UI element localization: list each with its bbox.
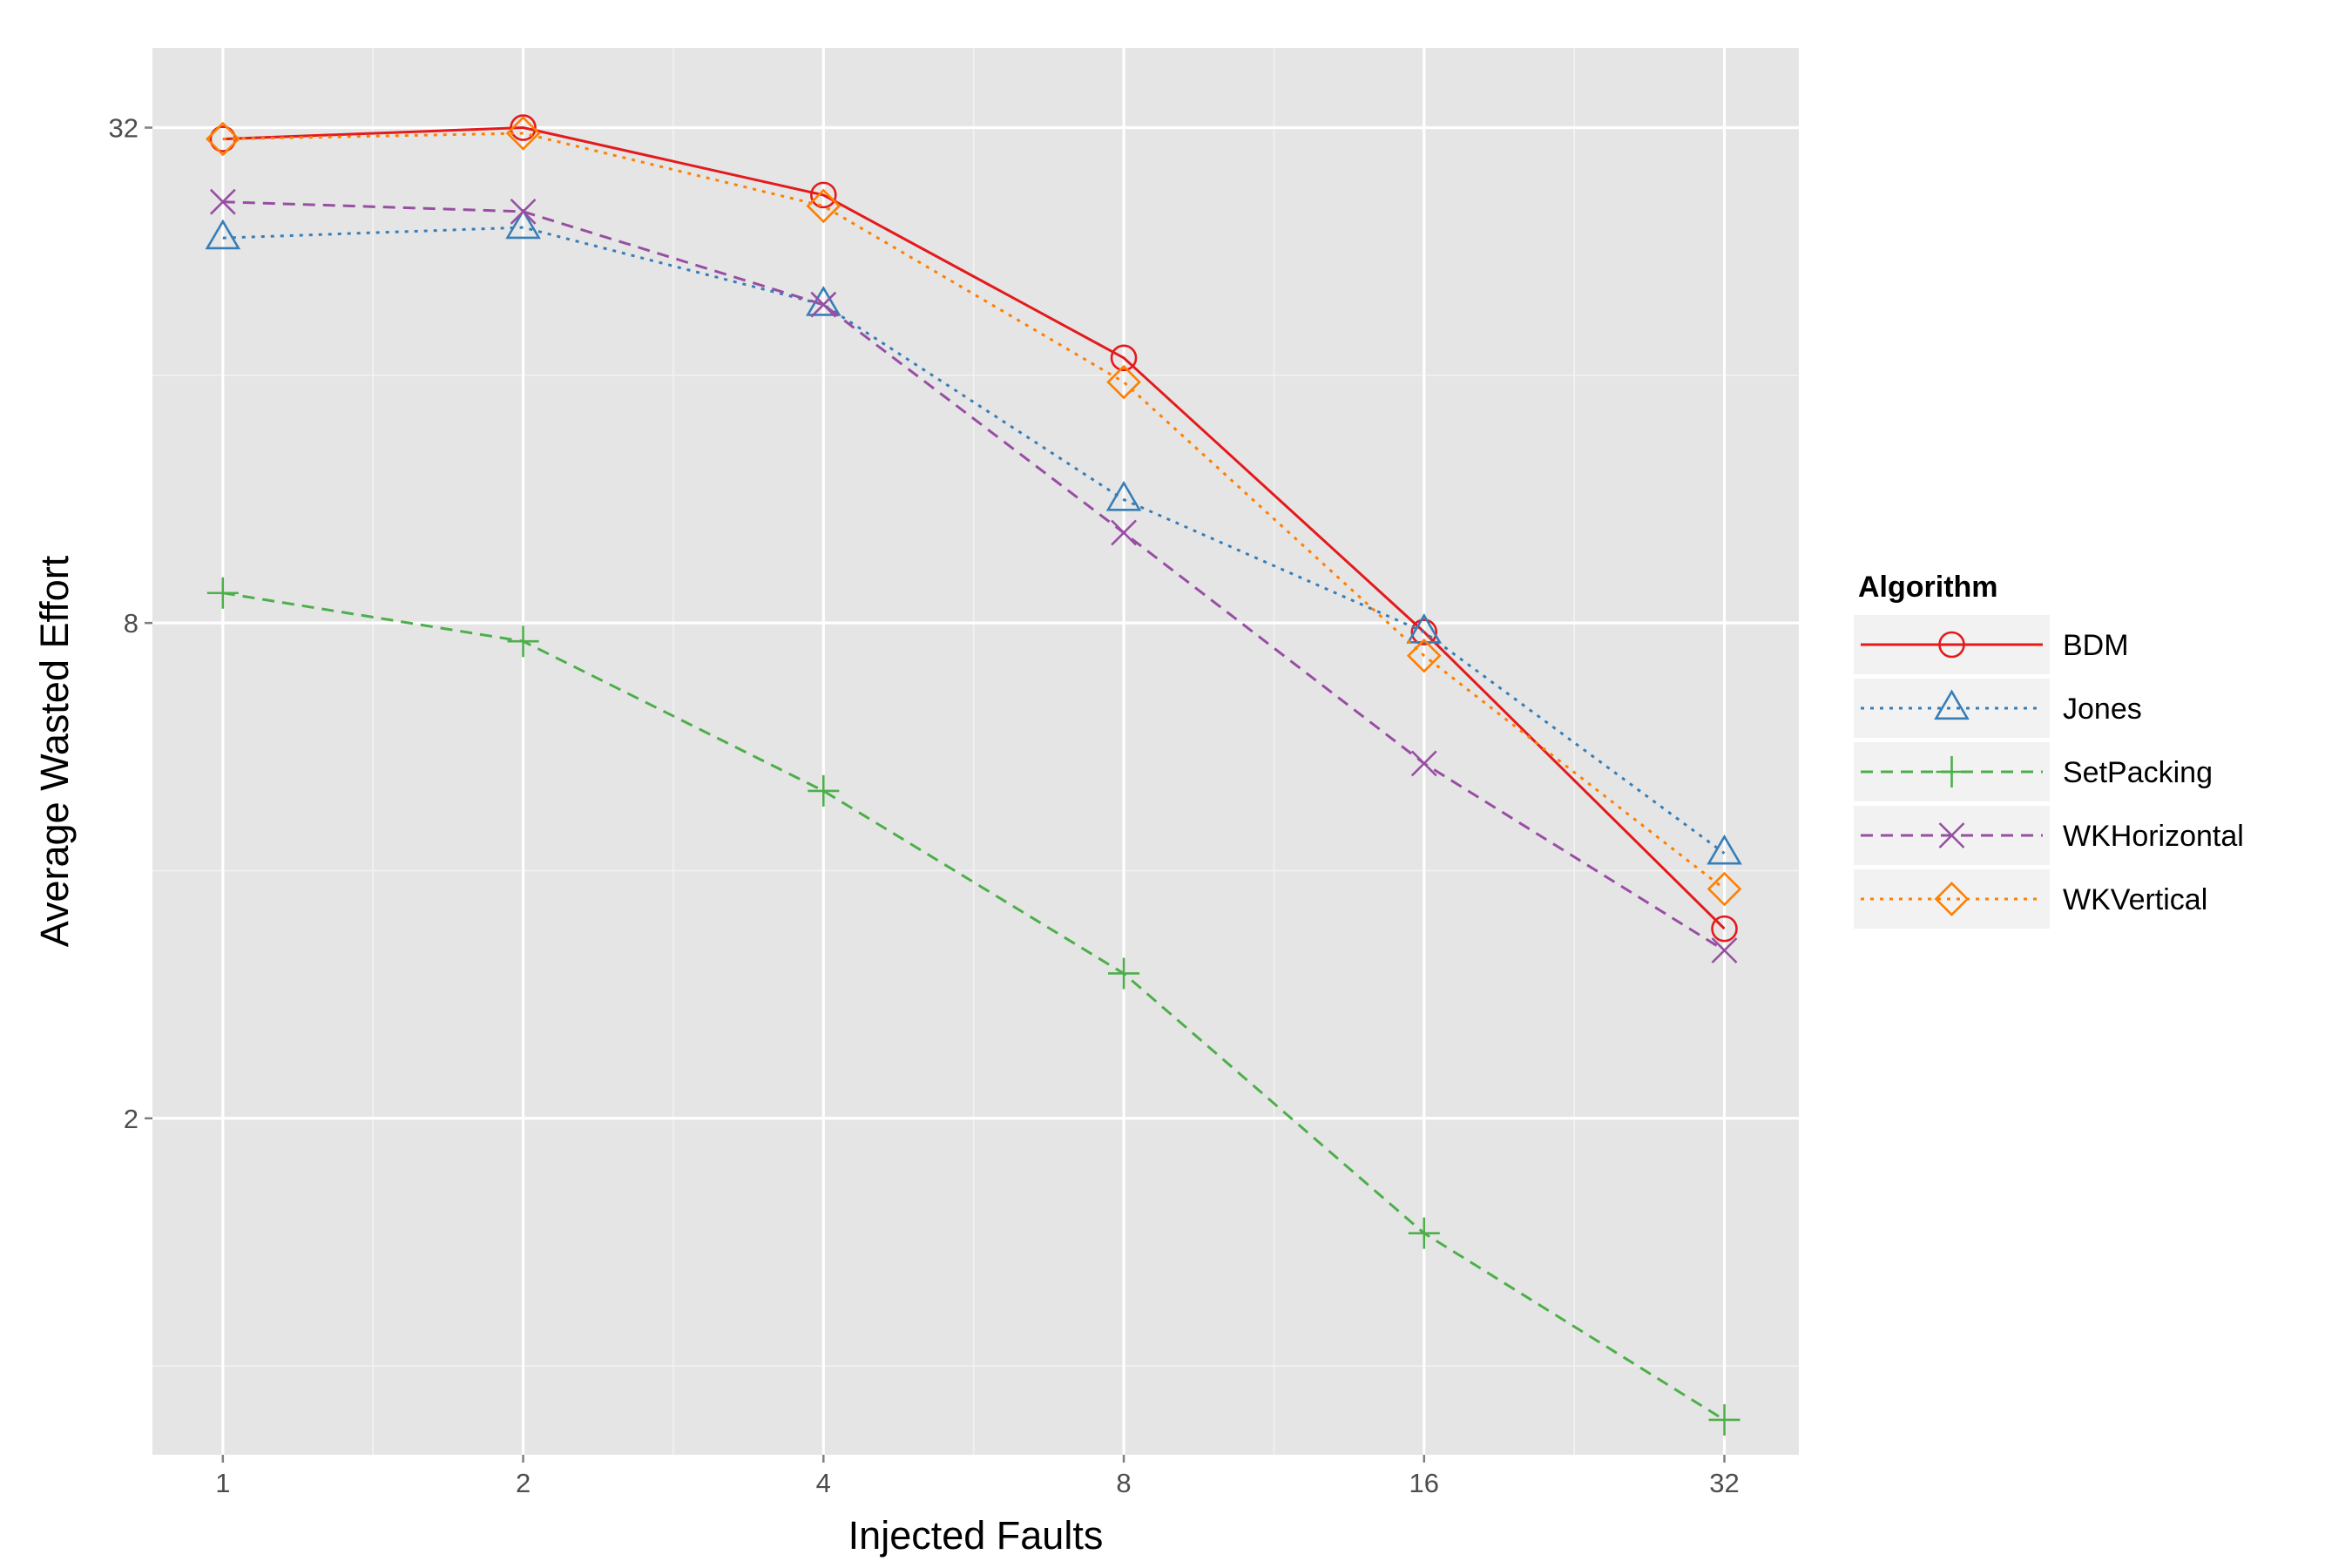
tick-labels: 1 2 4 8 16 32 2 8 32 [109,113,1740,1498]
point-wkvertical [1406,638,1442,673]
series-line-bdm [222,125,1726,930]
legend-label: WKHorizontal [2063,820,2244,853]
point-bdm [510,114,537,141]
legend-label: WKVertical [2063,883,2207,916]
series-bdm [209,114,1738,943]
x-tick-label: 1 [215,1468,230,1498]
point-setpacking [1708,1403,1740,1436]
series-line-jones [222,226,1726,855]
y-tick-label: 2 [124,1104,139,1134]
series-line-wkhorizontal [222,200,1726,952]
y-tick-label: 32 [109,113,139,144]
point-jones [1105,480,1142,511]
point-jones [1707,834,1742,865]
point-bdm [810,181,837,209]
point-setpacking [1408,1217,1440,1249]
point-wkhorizontal [1410,750,1437,777]
grid-major [152,48,1799,1455]
legend-key-marker [1938,822,1965,848]
point-jones [1406,612,1443,644]
legend-label: SetPacking [2063,756,2213,789]
series-jones [205,208,1742,865]
point-setpacking [206,577,239,609]
grid-minor [152,48,1799,1455]
point-jones [505,208,541,240]
x-tick-label: 4 [816,1468,831,1498]
point-wkhorizontal [209,188,236,215]
legend-item-wkvertical: WKVertical [1854,869,2207,929]
legend-item-setpacking: SetPacking [1854,742,2213,801]
legend-key-marker [1934,689,1970,720]
point-bdm [1410,618,1438,645]
series-wkhorizontal [209,188,1738,963]
series-line-setpacking [222,591,1726,1422]
series-line-wkvertical [222,132,1726,890]
legend-title: Algorithm [1858,571,1998,604]
series-wkvertical [205,116,1742,907]
plot-panel [152,48,1799,1455]
legend-label: BDM [2063,629,2129,662]
legend-item-bdm: BDM [1854,615,2129,674]
point-bdm [1110,344,1138,372]
series-layer [205,114,1742,1436]
point-setpacking [808,774,840,807]
x-tick-label: 16 [1409,1468,1439,1498]
legend-key-marker [1934,882,1970,916]
x-axis-title: Injected Faults [848,1513,1104,1558]
point-wkvertical [806,188,841,224]
point-wkvertical [1106,364,1141,400]
point-wkhorizontal [1111,519,1137,546]
point-wkhorizontal [1711,937,1738,963]
x-tick-label: 8 [1116,1468,1131,1498]
point-wkvertical [505,116,541,151]
point-wkhorizontal [810,291,837,318]
x-tick-label: 32 [1709,1468,1739,1498]
axis-ticks [145,126,1726,1463]
point-setpacking [507,625,539,658]
legend-item-jones: Jones [1854,679,2142,738]
point-wkhorizontal [510,198,537,225]
legend: Algorithm BDM Jones SetPacking WKHorizontal… [1854,571,2244,929]
series-setpacking [206,577,1740,1436]
y-tick-label: 8 [124,608,139,639]
point-wkvertical [1707,871,1742,907]
legend-label: Jones [2063,693,2142,726]
legend-item-wkhorizontal: WKHorizontal [1854,806,2244,865]
legend-items: BDM Jones SetPacking WKHorizontal WKVertical [1854,615,2244,929]
point-setpacking [1108,957,1140,990]
point-jones [205,219,241,250]
point-wkvertical [205,121,240,157]
x-tick-label: 2 [516,1468,531,1498]
y-axis-title: Average Wasted Effort [32,555,77,947]
legend-key-marker [1938,631,1965,659]
point-bdm [1711,915,1738,943]
legend-key-marker [1936,756,1968,787]
